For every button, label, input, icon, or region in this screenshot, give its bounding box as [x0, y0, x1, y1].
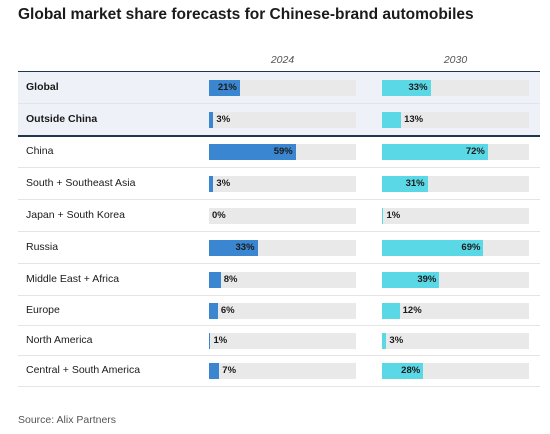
- row-label: Russia: [26, 240, 59, 253]
- row-divider: [18, 103, 540, 104]
- bar-track: 28%: [382, 363, 529, 379]
- bar-2030: [382, 363, 424, 379]
- row-divider: [18, 263, 540, 264]
- row-label: Central + South America: [26, 364, 141, 376]
- data-label: 69%: [461, 241, 481, 253]
- table-row: North America: [18, 326, 540, 355]
- bar-track: 1%: [382, 207, 529, 224]
- bar-track: 12%: [382, 302, 529, 319]
- bar-2030: [382, 207, 384, 224]
- row-label: Middle East + Africa: [26, 272, 120, 285]
- data-label: 8%: [223, 273, 238, 285]
- data-label: 21%: [217, 81, 237, 93]
- row-divider: [18, 325, 540, 326]
- data-label: 72%: [465, 145, 485, 157]
- bar-track: 39%: [382, 271, 529, 288]
- table-row: Japan + South Korea: [18, 200, 540, 231]
- bar-2024: [209, 363, 220, 379]
- row-label: Japan + South Korea: [26, 208, 125, 221]
- row-label: North America: [26, 333, 93, 346]
- data-label: 31%: [405, 177, 425, 189]
- data-label: 1%: [386, 209, 401, 221]
- bar-track: 13%: [382, 111, 529, 128]
- bar-2030: [382, 175, 428, 192]
- chart-title: Global market share forecasts for Chines…: [18, 6, 474, 23]
- table-row: South + Southeast Asia: [18, 168, 540, 199]
- data-label: 39%: [417, 273, 437, 285]
- bar-2024: [209, 302, 218, 319]
- bar-2024: [209, 175, 214, 192]
- row-divider: [18, 355, 540, 356]
- source-note: Source: Alix Partners: [18, 414, 117, 426]
- bar-track: 0%: [209, 207, 356, 224]
- data-label: 13%: [404, 113, 424, 125]
- series-header-2030: 2030: [443, 54, 468, 66]
- bar-2030: [382, 271, 440, 288]
- header-rule: [18, 71, 540, 73]
- row-divider: [18, 167, 540, 168]
- bar-track: 33%: [382, 79, 529, 96]
- bar-track: 6%: [209, 302, 356, 319]
- bar-track: 3%: [209, 111, 356, 128]
- data-label: 59%: [273, 145, 293, 157]
- bar-2030: [382, 302, 400, 319]
- table-row: China: [18, 136, 540, 167]
- bar-track: 59%: [209, 143, 356, 160]
- bar-2024: [209, 143, 296, 160]
- bar-track: 3%: [382, 332, 529, 349]
- bar-track: 33%: [209, 239, 356, 256]
- table-row: Russia: [18, 232, 540, 263]
- bar-2030: [382, 79, 431, 96]
- row-divider: [18, 231, 540, 232]
- table-row: Central + South America: [18, 356, 540, 386]
- series-header-2024: 2024: [270, 54, 295, 66]
- row-label: Outside China: [26, 112, 98, 125]
- data-label: 33%: [235, 241, 255, 253]
- bar-track: 3%: [209, 175, 356, 192]
- data-label: 28%: [401, 365, 421, 376]
- table-row: Europe: [18, 296, 540, 325]
- bar-2024: [209, 332, 211, 349]
- bar-track: 8%: [209, 271, 356, 288]
- bar-track: 72%: [382, 143, 529, 160]
- bar-2024: [209, 271, 221, 288]
- bar-2024: [209, 239, 258, 256]
- bar-2030: [382, 111, 402, 128]
- data-label: 33%: [408, 81, 428, 93]
- bar-track: 1%: [209, 332, 356, 349]
- data-label: 1%: [213, 334, 228, 346]
- row-label: China: [26, 144, 54, 157]
- bar-2030: [382, 332, 387, 349]
- row-label: Global: [26, 80, 59, 93]
- bar-track: 21%: [209, 79, 356, 96]
- bar-2030: [382, 143, 488, 160]
- bar-track: 31%: [382, 175, 529, 192]
- table-row: Middle East + Africa: [18, 264, 540, 295]
- bar-track: 69%: [382, 239, 529, 256]
- row-divider: [18, 199, 540, 200]
- data-label: 6%: [220, 304, 235, 316]
- bar-2030: [382, 239, 484, 256]
- data-label: 3%: [216, 113, 231, 125]
- data-label: 7%: [222, 365, 237, 376]
- row-divider: [18, 295, 540, 296]
- data-label: 3%: [389, 334, 404, 346]
- bar-2024: [209, 111, 214, 128]
- data-label: 3%: [216, 177, 231, 189]
- row-label: Europe: [26, 303, 60, 316]
- bar-2024: [209, 79, 240, 96]
- section-rule: [18, 135, 540, 137]
- bar-track: 7%: [209, 363, 356, 379]
- row-divider: [18, 386, 540, 387]
- row-label: South + Southeast Asia: [26, 176, 136, 189]
- data-label: 0%: [212, 209, 226, 221]
- data-label: 12%: [402, 304, 422, 316]
